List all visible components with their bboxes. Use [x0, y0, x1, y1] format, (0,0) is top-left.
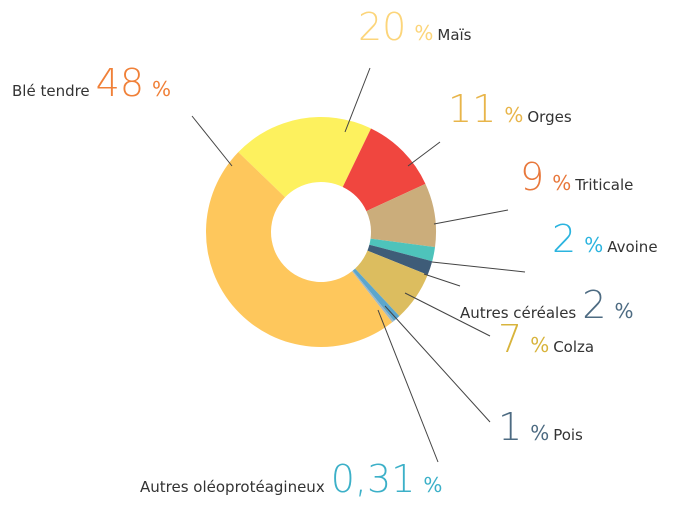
leader-line: [423, 273, 461, 287]
category-label: Maïs: [437, 26, 471, 44]
value-label: 2: [582, 283, 606, 327]
leader-line: [433, 209, 509, 225]
value-label: 20: [358, 5, 406, 49]
slice: [366, 183, 436, 248]
value-label: 0,31: [331, 457, 416, 501]
leader-line: [344, 67, 371, 133]
leader-line: [431, 261, 526, 273]
slice: [352, 268, 400, 321]
category-label: Triticale: [574, 176, 633, 194]
value-label: 9: [520, 155, 544, 199]
slice: [206, 152, 393, 347]
unit-label: %: [552, 171, 571, 195]
unit-label: %: [530, 421, 549, 445]
category-label: Pois: [553, 426, 583, 444]
unit-label: %: [614, 299, 633, 323]
unit-label: %: [530, 333, 549, 357]
slice-label: Blé tendre 48%: [12, 61, 171, 105]
slice: [351, 270, 394, 323]
slice-label: 9% Triticale: [520, 155, 633, 199]
leader-line: [377, 309, 439, 463]
value-label: 1: [498, 405, 522, 449]
slice: [355, 250, 428, 317]
category-label: Autres céréales: [460, 304, 576, 322]
slice: [238, 116, 372, 198]
leader-line: [407, 141, 441, 167]
slice-label: 20% Maïs: [358, 5, 472, 49]
slice: [342, 128, 426, 212]
leader-line: [384, 305, 491, 423]
slice-label: Autres céréales 2%: [460, 283, 633, 327]
slice-label: 1% Pois: [498, 405, 583, 449]
slice-label: 11% Orges: [448, 87, 572, 131]
category-label: Colza: [553, 338, 594, 356]
value-label: 2: [552, 217, 576, 261]
unit-label: %: [584, 233, 603, 257]
slice: [369, 238, 436, 262]
category-label: Avoine: [607, 238, 657, 256]
category-label: Autres oléoprotéagineux: [140, 478, 325, 496]
slice-label: 2% Avoine: [552, 217, 658, 261]
value-label: 7: [498, 317, 522, 361]
unit-label: %: [504, 103, 523, 127]
leader-line: [191, 115, 233, 167]
slice-label: Autres oléoprotéagineux 0,31%: [140, 457, 442, 501]
leader-line: [404, 292, 491, 337]
unit-label: %: [152, 77, 171, 101]
category-label: Orges: [527, 108, 571, 126]
unit-label: %: [423, 473, 442, 497]
category-label: Blé tendre: [12, 82, 90, 100]
unit-label: %: [414, 21, 433, 45]
slice-label: 7% Colza: [498, 317, 594, 361]
slice: [367, 244, 433, 275]
value-label: 48: [96, 61, 144, 105]
value-label: 11: [448, 87, 496, 131]
